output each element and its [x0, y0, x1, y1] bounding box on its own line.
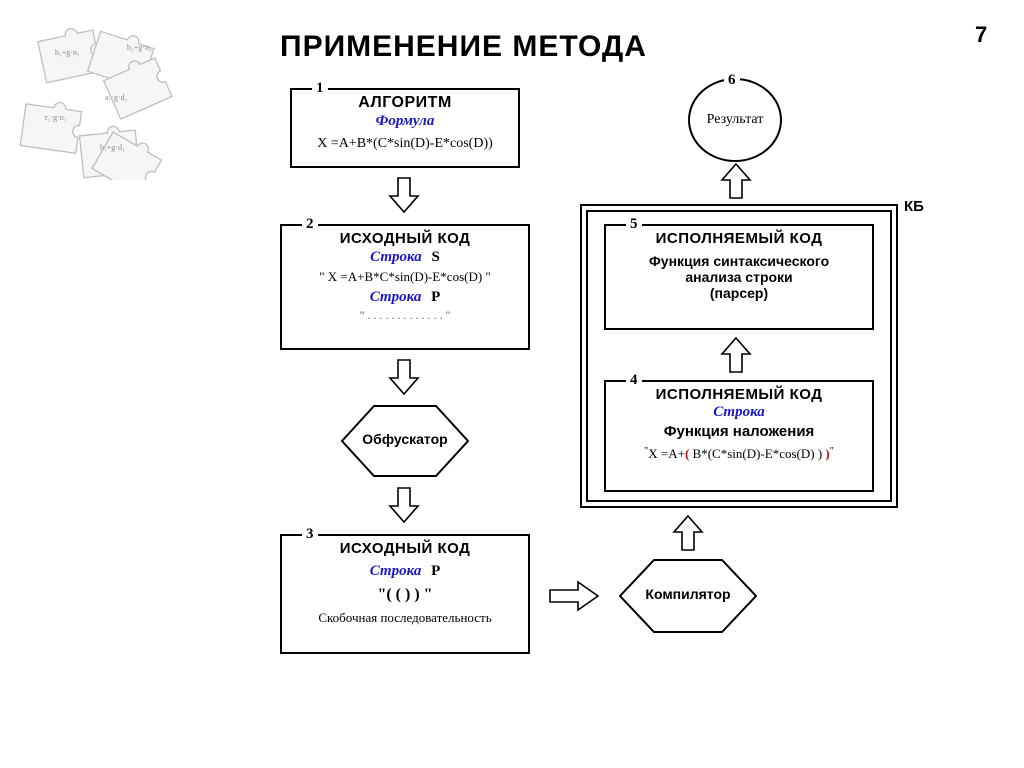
box-5-header: ИСПОЛНЯЕМЫЙ КОД	[606, 230, 872, 247]
circle-6-label: Результат	[707, 112, 764, 128]
arrow-1-to-2	[388, 176, 420, 214]
box-3-header: ИСХОДНЫЙ КОД	[282, 540, 528, 557]
box-1-algorithm: 1 АЛГОРИТМ Формула X =A+B*(C*sin(D)-E*co…	[290, 88, 520, 168]
hex-compiler: Компилятор	[618, 556, 758, 641]
box-2-pline: " . . . . . . . . . . . . . "	[282, 308, 528, 323]
box-2-source: 2 ИСХОДНЫЙ КОД Строка S " X =A+B*C*sin(D…	[280, 224, 530, 350]
kb-label: КБ	[904, 198, 924, 215]
box-4-header: ИСПОЛНЯЕМЫЙ КОД	[606, 386, 872, 403]
box-1-formula: X =A+B*(C*sin(D)-E*cos(D))	[292, 136, 518, 152]
hex-obfuscator: Обфускатор	[340, 402, 470, 485]
box-3-caption: Скобочная последовательность	[282, 610, 528, 626]
box-4-num: 4	[626, 372, 642, 389]
box-5-l3: (парсер)	[606, 285, 872, 301]
arrow-obf-to-3	[388, 486, 420, 524]
arrow-5-to-6	[720, 162, 752, 200]
box-4-expr: "X =A+( B*(C*sin(D)-E*cos(D) ) )"	[606, 446, 872, 462]
box-4-sub: Строка	[606, 404, 872, 421]
box-4-exec: 4 ИСПОЛНЯЕМЫЙ КОД Строка Функция наложен…	[604, 380, 874, 492]
svg-text:b₁+g·d₁: b₁+g·d₁	[100, 143, 125, 152]
box-2-row-p: Строка P	[282, 289, 528, 306]
box-3-source: 3 ИСХОДНЫЙ КОД Строка P "( ( ) ) " Скобо…	[280, 534, 530, 654]
svg-text:r₁·g·n₁: r₁·g·n₁	[45, 113, 67, 122]
box-5-l2: анализа строки	[606, 269, 872, 285]
puzzle-decor: b₁+g·n₁ b₂+g·n₂ r₁·g·n₁ a₁·g·d₁ b₁+g·d₁	[10, 10, 200, 180]
arrow-comp-to-4	[672, 514, 704, 552]
box-3-brackets: "( ( ) ) "	[282, 586, 528, 604]
circle-6-num: 6	[724, 72, 740, 89]
box-5-exec: 5 ИСПОЛНЯЕМЫЙ КОД Функция синтаксическог…	[604, 224, 874, 330]
box-2-header: ИСХОДНЫЙ КОД	[282, 230, 528, 247]
arrow-3-to-comp	[548, 580, 600, 612]
box-4-func: Функция наложения	[606, 423, 872, 440]
box-2-row-s: Строка S	[282, 249, 528, 266]
box-3-row: Строка P	[282, 563, 528, 580]
hex-obf-label: Обфускатор	[340, 431, 470, 447]
page-title: ПРИМЕНЕНИЕ МЕТОДА	[280, 30, 647, 64]
box-1-sub: Формула	[292, 113, 518, 130]
box-3-num: 3	[302, 526, 318, 543]
hex-comp-label: Компилятор	[618, 586, 758, 602]
svg-text:b₁+g·n₁: b₁+g·n₁	[55, 48, 80, 57]
svg-text:b₂+g·n₂: b₂+g·n₂	[127, 43, 152, 52]
circle-6-result: Результат	[688, 78, 782, 162]
arrow-4-to-5	[720, 336, 752, 374]
box-2-sline: " X =A+B*C*sin(D)-E*cos(D) "	[282, 269, 528, 285]
arrow-2-to-obf	[388, 358, 420, 396]
box-5-num: 5	[626, 216, 642, 233]
box-1-num: 1	[312, 80, 328, 97]
svg-text:a₁·g·d₁: a₁·g·d₁	[105, 93, 128, 102]
page-number: 7	[975, 22, 987, 48]
box-2-num: 2	[302, 216, 318, 233]
box-5-l1: Функция синтаксического	[606, 253, 872, 269]
